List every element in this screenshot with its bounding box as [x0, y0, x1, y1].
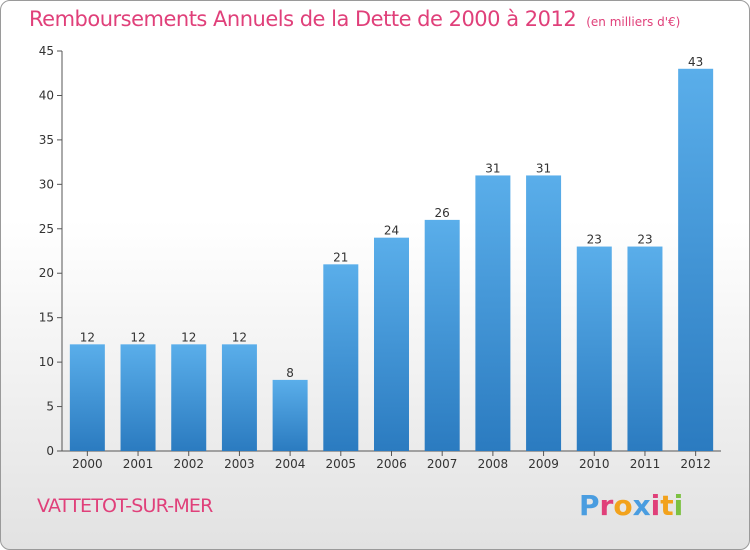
x-tick-label: 2001: [123, 457, 154, 471]
x-tick-label: 2000: [72, 457, 103, 471]
logo-letter: t: [660, 489, 674, 522]
value-label-2011: 23: [637, 233, 652, 247]
y-tick-label: 25: [39, 222, 54, 236]
chart-title-text: Remboursements Annuels de la Dette de 20…: [29, 7, 577, 31]
y-tick-label: 35: [39, 133, 54, 147]
y-tick-label: 15: [39, 311, 54, 325]
y-tick-label: 0: [46, 444, 54, 458]
x-tick-label: 2005: [326, 457, 357, 471]
bar-2010: [576, 246, 612, 451]
chart-title: Remboursements Annuels de la Dette de 20…: [29, 7, 680, 31]
value-label-2006: 24: [384, 224, 399, 238]
value-label-2010: 23: [587, 233, 602, 247]
value-label-2003: 12: [232, 330, 247, 344]
y-tick-label: 10: [39, 355, 54, 369]
bar-2004: [272, 379, 308, 451]
logo-letter: i: [673, 489, 684, 522]
y-tick-label: 20: [39, 266, 54, 280]
value-label-2002: 12: [181, 330, 196, 344]
bar-2012: [678, 68, 714, 452]
logo-letter: x: [632, 489, 651, 522]
value-label-2009: 31: [536, 161, 551, 175]
bar-2008: [475, 175, 511, 451]
x-tick-label: 2002: [173, 457, 204, 471]
value-label-2008: 31: [485, 161, 500, 175]
x-tick-label: 2007: [427, 457, 458, 471]
logo-letter: o: [613, 489, 633, 522]
city-name: VATTETOT-SUR-MER: [37, 495, 213, 517]
x-tick-label: 2012: [680, 457, 711, 471]
value-label-2001: 12: [130, 330, 145, 344]
bar-2011: [627, 246, 663, 451]
value-label-2000: 12: [80, 330, 95, 344]
x-tick-label: 2008: [478, 457, 509, 471]
chart-subtitle: (en milliers d'€): [586, 15, 681, 29]
x-tick-label: 2009: [528, 457, 559, 471]
bar-2000: [69, 344, 105, 451]
y-tick-label: 45: [39, 44, 54, 58]
chart-axes: 0 5 10 15 20 25 30 35 40 45 2000 2001 2002 2003 2004 20…: [39, 44, 721, 471]
bar-2003: [221, 344, 257, 451]
x-tick-label: 2010: [579, 457, 610, 471]
logo-letter: r: [599, 489, 614, 522]
value-label-2005: 21: [333, 250, 348, 264]
value-label-2012: 43: [688, 55, 703, 69]
x-tick-label: 2004: [275, 457, 306, 471]
proxiti-logo: Proxiti: [579, 489, 683, 522]
y-tick-label: 40: [39, 88, 54, 102]
logo-letter: P: [579, 489, 600, 522]
chart-bars: 12 12 12 12 8 21 24 26 31 31 23 23 43: [69, 55, 714, 452]
bar-2007: [424, 219, 460, 451]
x-tick-label: 2011: [630, 457, 661, 471]
logo-letter: i: [650, 489, 661, 522]
value-label-2007: 26: [435, 206, 450, 220]
y-tick-label: 5: [46, 400, 54, 414]
x-tick-label: 2003: [224, 457, 255, 471]
bar-2005: [323, 264, 359, 451]
x-tick-label: 2006: [376, 457, 407, 471]
bar-2009: [526, 175, 562, 451]
bar-2006: [374, 237, 409, 451]
value-label-2004: 8: [286, 366, 294, 380]
bar-2001: [120, 344, 156, 451]
bar-2002: [171, 344, 207, 451]
y-tick-label: 30: [39, 177, 54, 191]
